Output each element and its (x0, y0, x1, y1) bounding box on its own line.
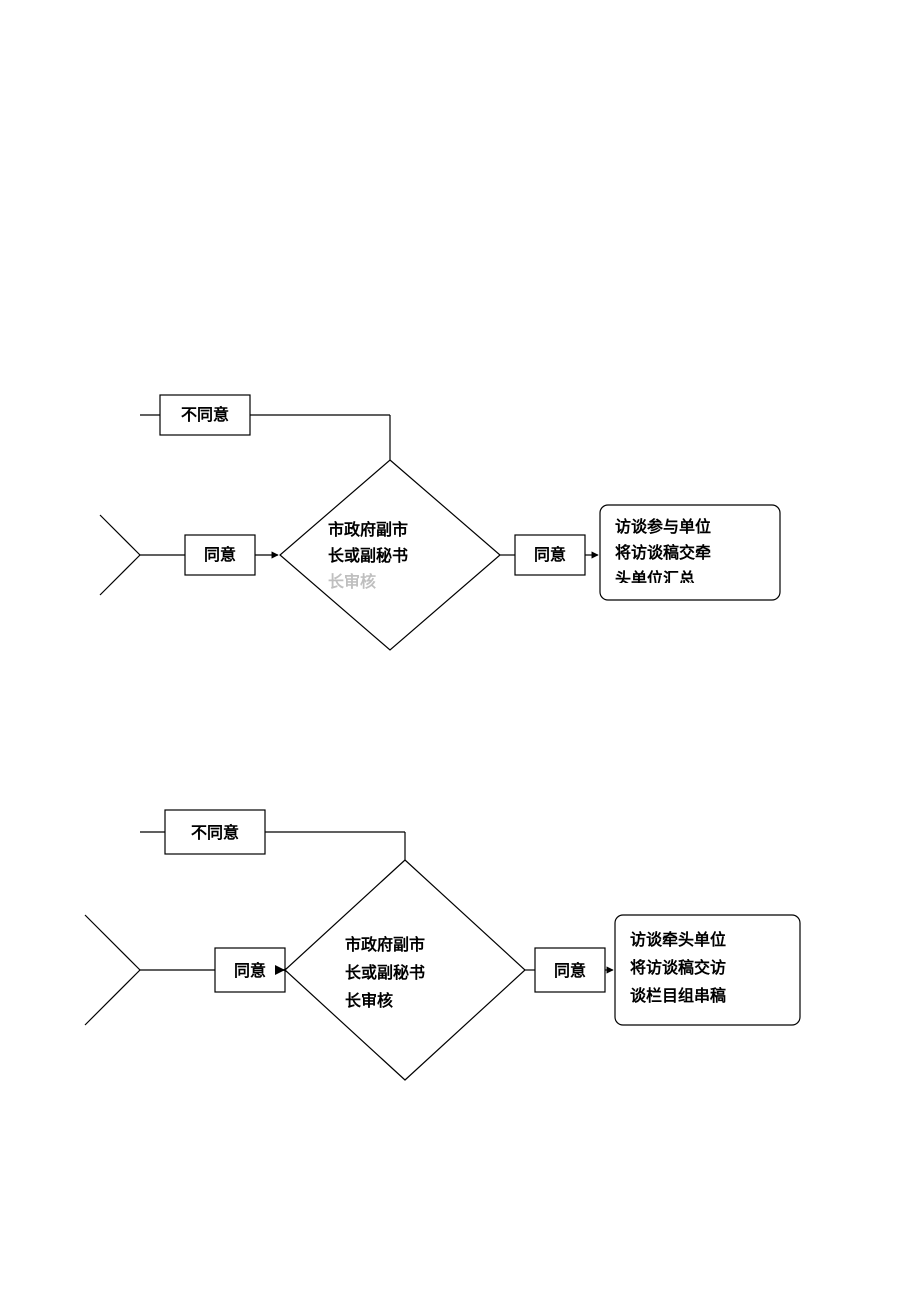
label-disagree-b-text: 不同意 (191, 823, 239, 842)
label-agree-1-b: 同意 (215, 948, 285, 992)
label-agree-2: 同意 (515, 535, 585, 575)
decision-node: 市政府副市 长或副秘书 长审核 (280, 460, 500, 650)
decision-line-0: 市政府副市 (328, 520, 408, 539)
label-disagree: 不同意 (160, 395, 250, 435)
output-line-1: 将访谈稿交牵 (615, 543, 711, 562)
decision-b-line-1: 长或副秘书 (345, 963, 425, 982)
output-b-line-0: 访谈牵头单位 (630, 930, 726, 949)
output-line-0: 访谈参与单位 (615, 517, 711, 536)
flowchart-bottom: 同意 市政府副市 长或副秘书 长审核 同意 (85, 810, 800, 1080)
output-b-line-2: 谈栏目组串稿 (630, 986, 726, 1005)
flowchart-top: 同意 市政府副市 长或副秘书 长审核 同意 (100, 395, 780, 650)
output-b-line-1: 将访谈稿交访 (630, 958, 726, 977)
label-agree-1-text: 同意 (204, 545, 236, 564)
label-agree-1-b-text: 同意 (234, 961, 266, 980)
label-disagree-text: 不同意 (181, 405, 229, 424)
label-agree-2-b-text: 同意 (554, 961, 586, 980)
prev-decision-fragment-b (85, 915, 140, 1025)
decision-node-b: 市政府副市 长或副秘书 长审核 (285, 860, 525, 1080)
prev-decision-fragment (100, 515, 140, 595)
process-output-b: 访谈牵头单位 将访谈稿交访 谈栏目组串稿 (615, 915, 800, 1025)
decision-line-2: 长审核 (328, 572, 376, 591)
process-output: 访谈参与单位 将访谈稿交牵 头单位汇总 (600, 505, 780, 600)
label-disagree-b: 不同意 (165, 810, 265, 854)
label-agree-2-text: 同意 (534, 545, 566, 564)
decision-b-line-0: 市政府副市 (345, 935, 425, 954)
decision-line-1: 长或副秘书 (328, 546, 408, 565)
label-agree-1: 同意 (185, 535, 255, 575)
label-agree-2-b: 同意 (535, 948, 605, 992)
decision-b-line-2: 长审核 (345, 991, 393, 1010)
